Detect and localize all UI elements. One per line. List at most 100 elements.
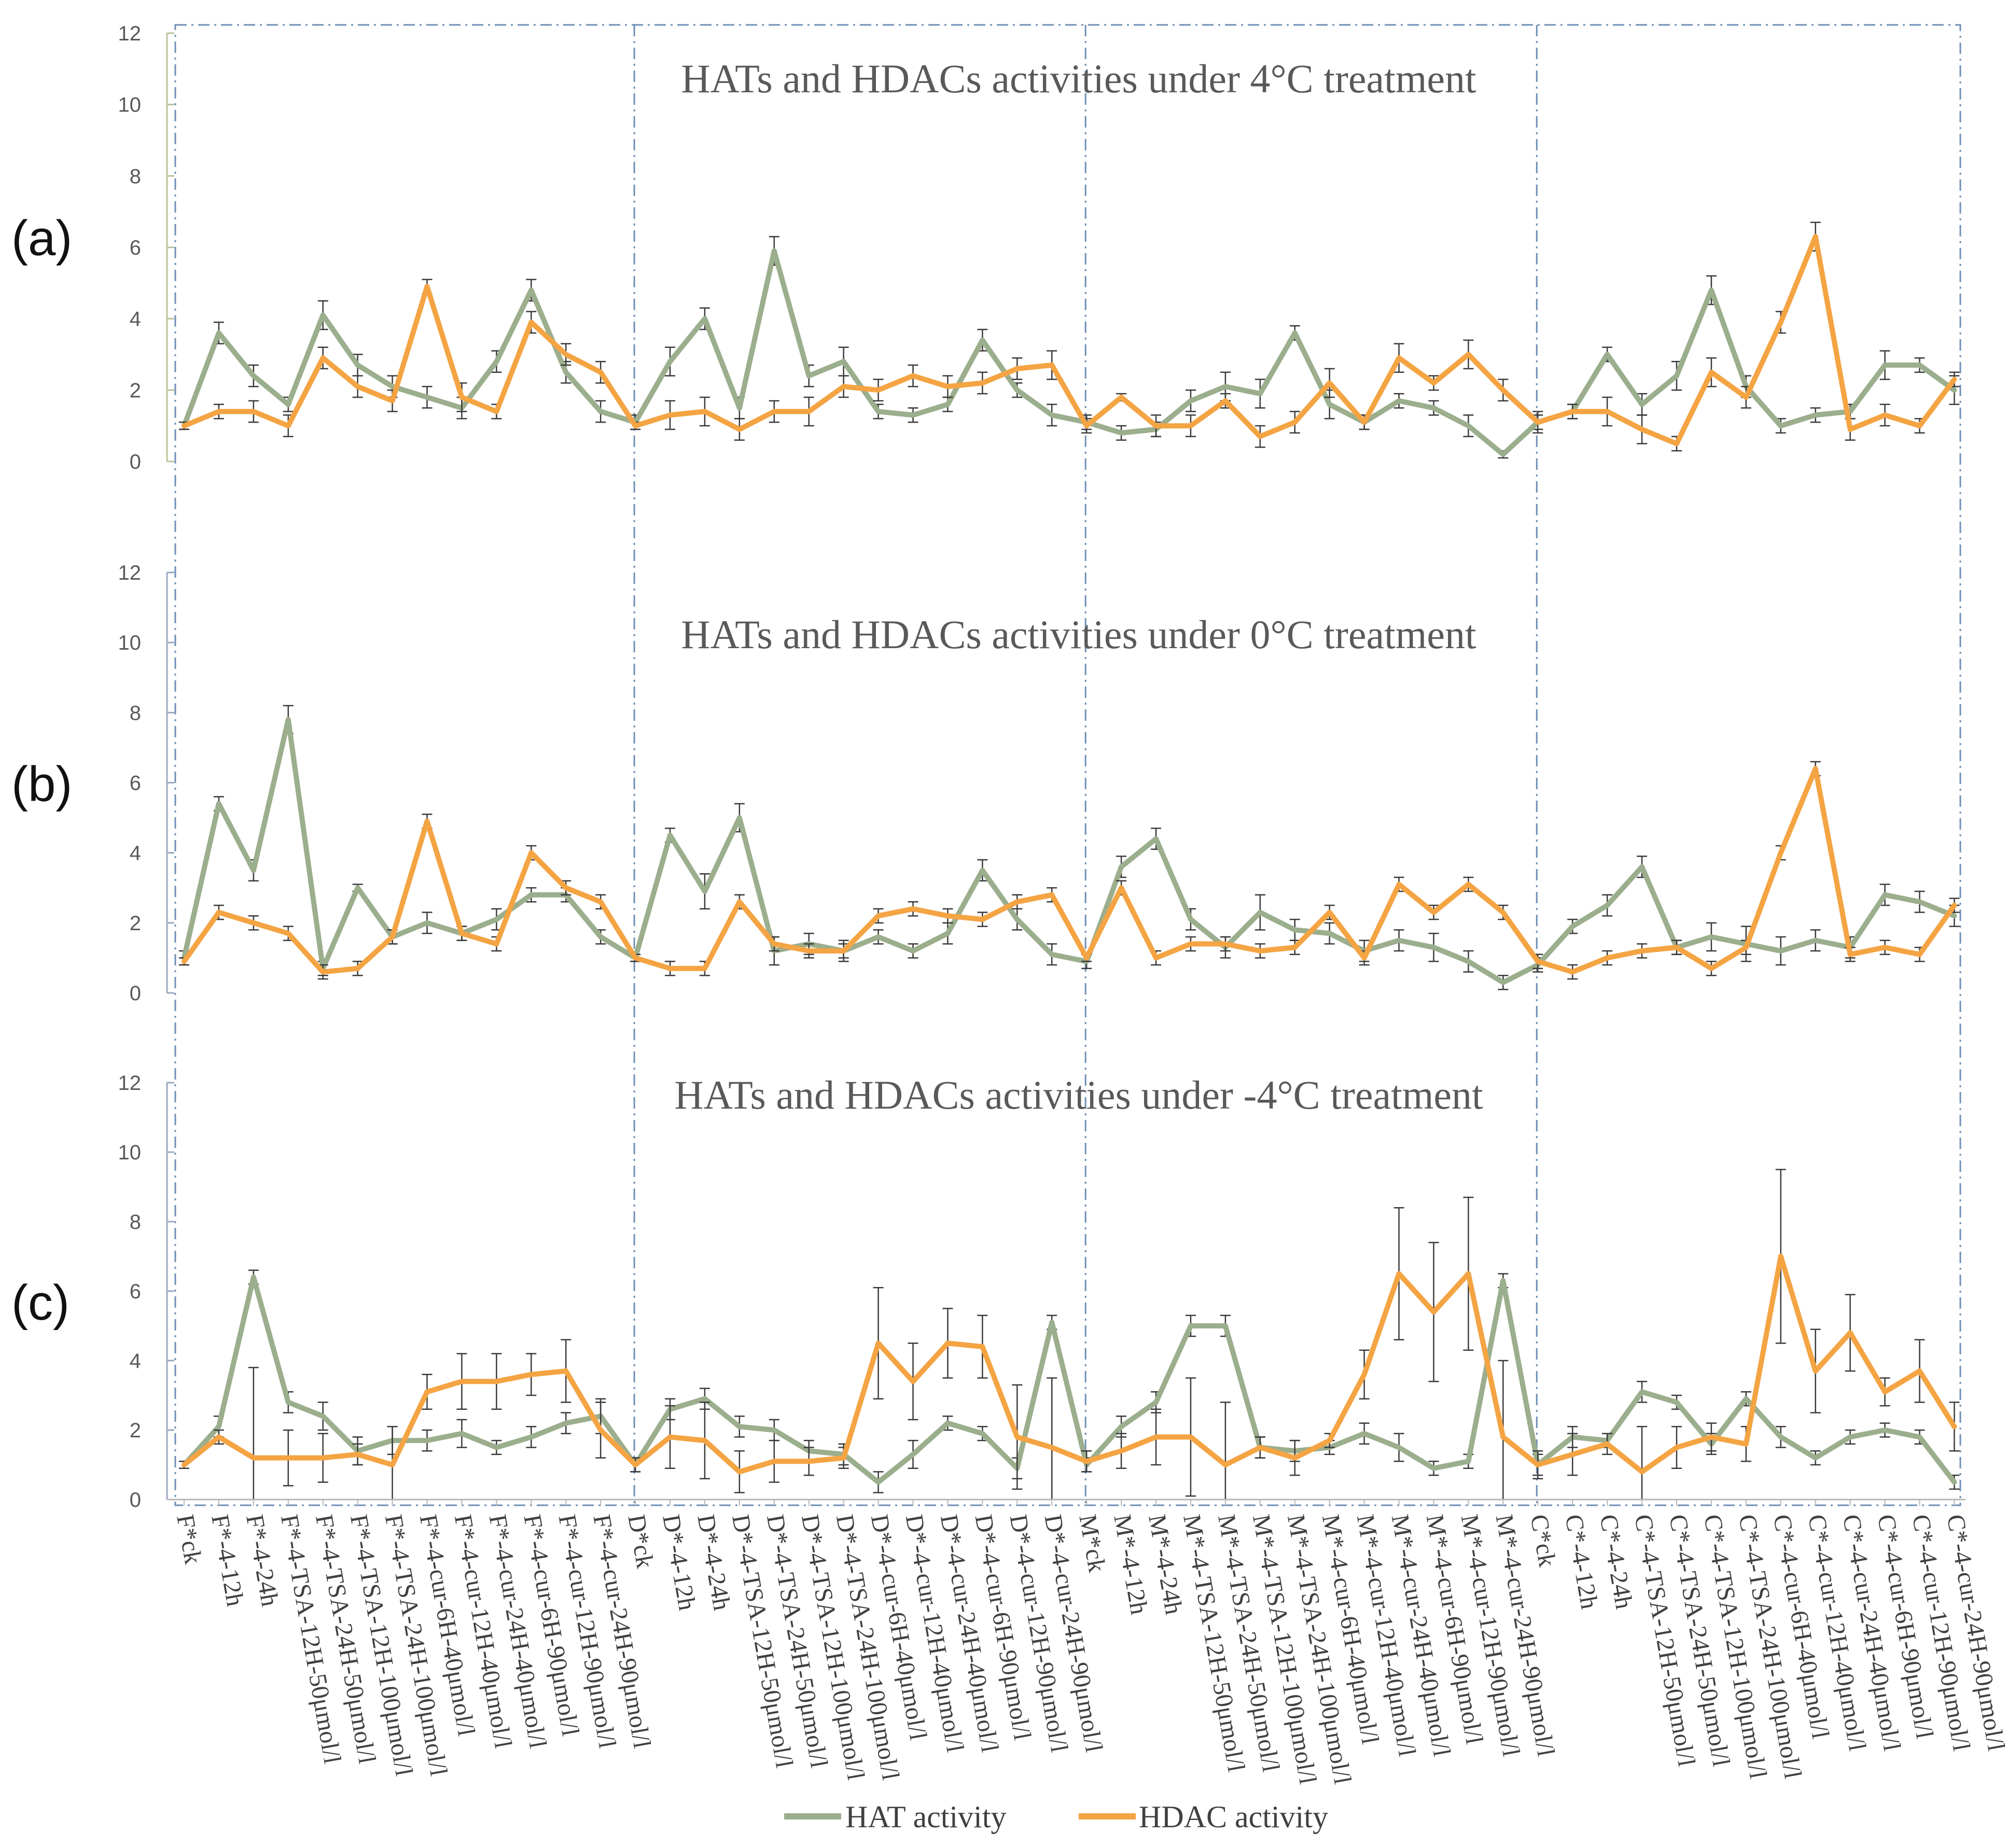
hat-point: [1952, 1479, 1957, 1485]
hat-point: [1605, 903, 1610, 908]
panel-2: 0 2 4 6 8 10 12 HATs and HDACs activities under…: [11, 562, 1960, 1005]
hdac-point: [806, 948, 812, 954]
hat-point: [1639, 401, 1645, 407]
x-tick-label: M*ck: [1074, 1513, 1111, 1574]
hat-point: [1813, 937, 1818, 943]
y-tick-label: 2: [130, 912, 141, 935]
hat-point: [1396, 1445, 1402, 1450]
hat-point: [1882, 1427, 1888, 1433]
hdac-point: [771, 941, 777, 947]
y-tick-label: 10: [118, 1141, 142, 1164]
hdac-point: [945, 913, 951, 919]
hat-point: [1327, 931, 1332, 936]
hat-point: [1813, 1455, 1818, 1461]
hat-point: [250, 867, 256, 873]
hdac-point: [1153, 955, 1159, 961]
hdac-point: [250, 409, 256, 414]
hdac-point: [1119, 395, 1124, 400]
hdac-point: [320, 969, 326, 975]
hdac-point: [1813, 234, 1818, 240]
hat-point: [1431, 945, 1437, 950]
hdac-point: [1708, 1434, 1714, 1440]
hdac-point: [1500, 387, 1506, 393]
hdac-point: [736, 899, 742, 905]
hat-point: [424, 1438, 430, 1444]
hat-point: [1014, 387, 1020, 393]
hdac-point: [1535, 959, 1541, 964]
hdac-point: [598, 369, 604, 375]
hdac-point: [1813, 766, 1818, 772]
hat-point: [1049, 412, 1055, 418]
hat-point: [771, 1427, 777, 1433]
hat-point: [459, 1431, 465, 1436]
y-tick-label: 4: [130, 308, 141, 331]
hat-point: [1882, 362, 1888, 368]
hdac-point: [1674, 441, 1679, 446]
hat-point: [702, 889, 707, 894]
hdac-point: [1952, 903, 1957, 908]
hdac-point: [1396, 355, 1402, 361]
hdac-point: [736, 1469, 742, 1475]
hdac-point: [528, 850, 534, 856]
hdac-point: [563, 885, 569, 891]
hdac-point: [1431, 909, 1437, 915]
hdac-point: [1049, 362, 1055, 368]
hat-point: [667, 832, 673, 838]
hdac-point: [1292, 1455, 1298, 1461]
hdac-point: [320, 1455, 326, 1461]
hdac-point: [1084, 955, 1090, 961]
hdac-point: [945, 384, 951, 389]
hdac-point: [1743, 395, 1749, 400]
hat-point: [910, 412, 916, 418]
hdac-point: [355, 965, 360, 971]
hdac-point: [182, 423, 187, 429]
x-tick-label: C*ck: [1525, 1513, 1561, 1569]
hdac-point: [1639, 1469, 1645, 1475]
hat-point: [528, 892, 534, 898]
hat-point: [1813, 412, 1818, 418]
hdac-point: [320, 355, 326, 361]
hdac-point: [563, 352, 569, 357]
hat-point: [355, 362, 360, 368]
hat-point: [736, 405, 742, 411]
hat-point: [1257, 391, 1263, 397]
hat-point: [1466, 959, 1471, 964]
hdac-point: [1952, 1424, 1957, 1430]
hdac-point: [528, 319, 534, 325]
group-dividers: [174, 24, 1961, 1506]
hat-point: [702, 316, 707, 321]
hat-point: [1708, 287, 1714, 293]
hdac-point: [250, 920, 256, 926]
hdac-point: [1466, 1271, 1471, 1277]
hat-point: [285, 401, 291, 407]
hat-point: [1778, 1434, 1783, 1440]
hdac-point: [494, 1379, 499, 1384]
hdac-point: [459, 395, 465, 400]
hat-point: [945, 1420, 951, 1426]
hdac-point: [910, 373, 916, 379]
hdac-point: [1743, 945, 1749, 950]
hdac-point: [1500, 1434, 1506, 1440]
hdac-point: [1466, 352, 1471, 357]
hdac-point: [910, 1379, 916, 1384]
panel-title: HATs and HDACs activities under 0°C trea…: [681, 612, 1476, 657]
hat-point: [667, 359, 673, 365]
hat-point: [980, 867, 985, 873]
hdac-point: [702, 965, 707, 971]
hdac-point: [1708, 369, 1714, 375]
hdac-point: [875, 387, 881, 393]
hdac-point: [1222, 941, 1228, 947]
hat-point: [1917, 1434, 1922, 1440]
hdac-point: [182, 959, 187, 964]
hdac-point: [1674, 945, 1679, 950]
hat-point: [980, 1431, 985, 1436]
hat-point: [494, 359, 499, 365]
hat-point: [1188, 917, 1193, 922]
hat-point: [424, 395, 430, 400]
hat-point: [875, 1479, 881, 1485]
hat-point: [1153, 836, 1159, 842]
hdac-point: [945, 1340, 951, 1346]
plot-frame: [174, 24, 1961, 1506]
hdac-point: [216, 409, 221, 414]
hat-point: [1500, 1278, 1506, 1283]
